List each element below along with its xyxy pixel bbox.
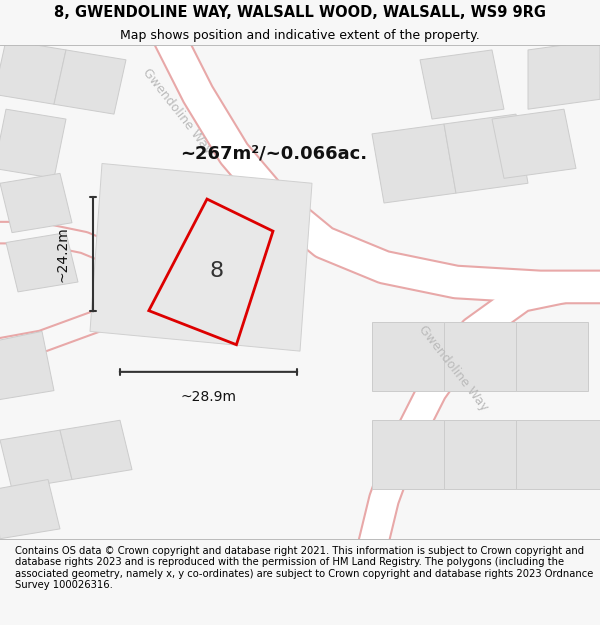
Polygon shape (492, 109, 576, 178)
Polygon shape (444, 114, 528, 193)
Polygon shape (0, 331, 54, 401)
Text: 8, GWENDOLINE WAY, WALSALL WOOD, WALSALL, WS9 9RG: 8, GWENDOLINE WAY, WALSALL WOOD, WALSALL… (54, 5, 546, 20)
Text: Gwendoline Way: Gwendoline Way (140, 66, 214, 157)
Text: Gwendoline Way: Gwendoline Way (416, 323, 490, 414)
Text: 8: 8 (209, 261, 223, 281)
Polygon shape (420, 50, 504, 119)
Text: ~28.9m: ~28.9m (181, 389, 236, 404)
Polygon shape (372, 420, 444, 489)
Polygon shape (372, 124, 456, 203)
Polygon shape (516, 321, 588, 391)
Polygon shape (0, 173, 72, 232)
Text: Contains OS data © Crown copyright and database right 2021. This information is : Contains OS data © Crown copyright and d… (15, 546, 593, 591)
Polygon shape (516, 420, 600, 489)
Polygon shape (372, 321, 444, 391)
Text: Map shows position and indicative extent of the property.: Map shows position and indicative extent… (120, 29, 480, 42)
Polygon shape (60, 420, 132, 479)
Text: ~267m²/~0.066ac.: ~267m²/~0.066ac. (180, 144, 367, 162)
Polygon shape (6, 232, 78, 292)
Polygon shape (0, 430, 72, 489)
Polygon shape (0, 109, 66, 178)
Polygon shape (528, 40, 600, 109)
Polygon shape (54, 50, 126, 114)
Polygon shape (90, 164, 312, 351)
Text: ~24.2m: ~24.2m (56, 226, 70, 282)
Polygon shape (444, 321, 516, 391)
Polygon shape (444, 420, 516, 489)
Polygon shape (0, 40, 66, 104)
Polygon shape (0, 479, 60, 539)
